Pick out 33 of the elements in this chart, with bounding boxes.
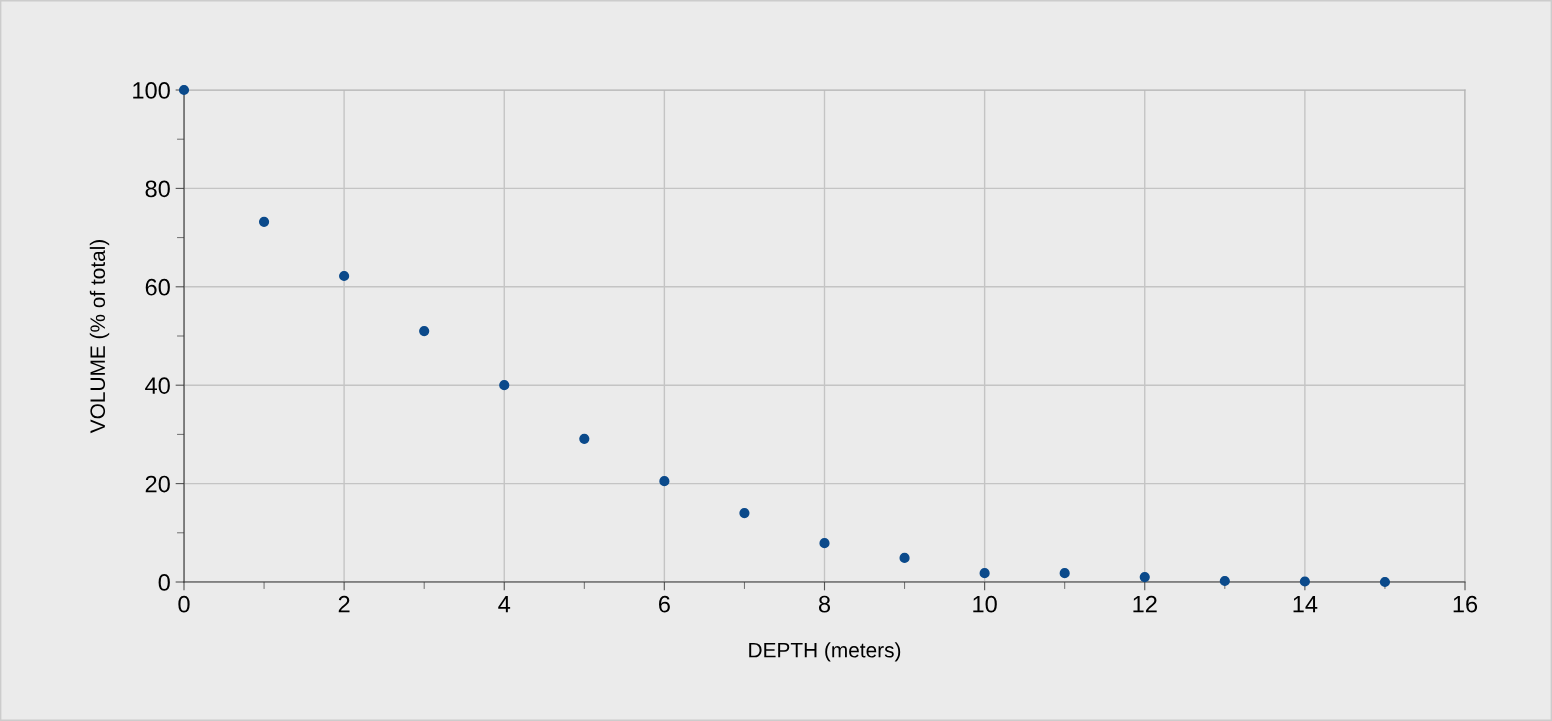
x-tick-label: 14 (1293, 596, 1318, 613)
x-tick-label: 8 (818, 595, 831, 613)
point (1379, 576, 1391, 588)
x-axis-title: DEPTH (meters) (749, 642, 901, 662)
point (339, 270, 350, 282)
y-tick-label: 40 (145, 377, 170, 394)
point (1139, 571, 1150, 583)
point (1219, 575, 1230, 587)
point (1059, 568, 1070, 579)
y-tick-label: 100 (133, 82, 170, 99)
point (419, 325, 430, 337)
y-tick-label: 20 (145, 475, 170, 493)
x-tick-label: 10 (973, 595, 997, 613)
x-tick-label: 6 (659, 595, 670, 613)
point (579, 433, 590, 444)
point (499, 380, 510, 391)
x-tick-label: 0 (178, 595, 190, 613)
y-tick-label: 0 (158, 574, 170, 591)
point (899, 552, 910, 563)
x-tick-label: 16 (1453, 595, 1478, 613)
point (819, 538, 830, 549)
y-axis-title: VOLUME (% of total) (89, 240, 110, 434)
point (979, 568, 990, 579)
point (258, 216, 270, 227)
point (178, 84, 190, 96)
point (659, 476, 670, 487)
x-tick-label: 2 (338, 595, 350, 613)
x-tick-label: 12 (1133, 595, 1157, 613)
y-tick-label: 80 (145, 180, 170, 198)
y-tick-label: 60 (145, 278, 170, 296)
x-tick-label: 4 (498, 596, 511, 613)
point (1299, 576, 1310, 587)
point (739, 508, 750, 519)
